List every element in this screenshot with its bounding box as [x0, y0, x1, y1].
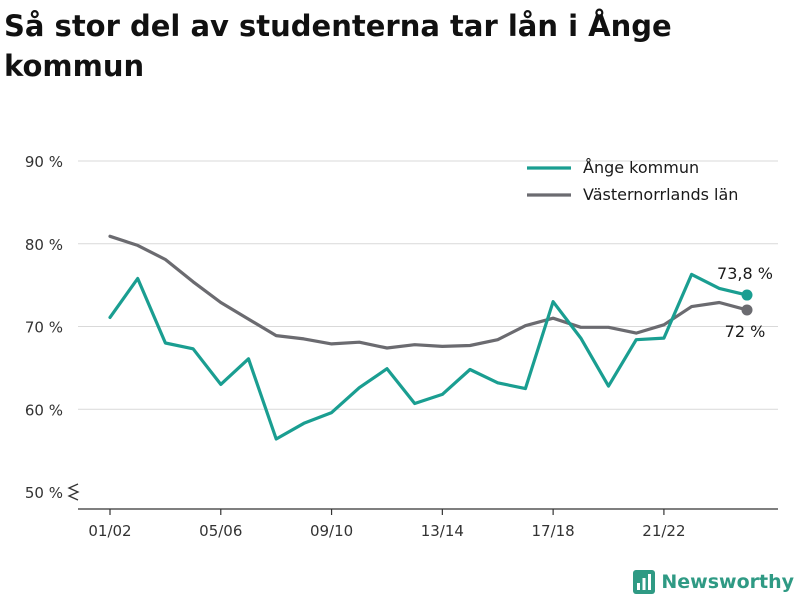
- y-tick-label: 70 %: [25, 319, 63, 337]
- axis-break-icon: [67, 483, 80, 501]
- y-tick-label: 80 %: [25, 236, 63, 254]
- x-tick-label: 21/22: [642, 522, 685, 540]
- legend: Ånge kommun Västernorrlands län: [527, 158, 738, 204]
- x-tick-label: 09/10: [310, 522, 353, 540]
- brand-logo: Newsworthy: [633, 570, 794, 594]
- series-end-point-1: [741, 304, 753, 316]
- newsworthy-logo-icon: [633, 570, 656, 594]
- y-tick-label: 90 %: [25, 153, 63, 171]
- y-axis-labels: 50 % 60 % 70 % 80 % 90 %: [25, 153, 63, 502]
- chart-title: Så stor del av studenterna tar lån i Ång…: [4, 9, 672, 83]
- y-tick-label: 60 %: [25, 401, 63, 419]
- series-end-point-0: [741, 289, 753, 301]
- legend-label: Ånge kommun: [583, 158, 699, 177]
- series-end-label: 72 %: [725, 322, 766, 341]
- legend-label: Västernorrlands län: [583, 185, 738, 204]
- x-tick-label: 05/06: [199, 522, 242, 540]
- axis-break-mark: [67, 483, 80, 501]
- x-tick-label: 13/14: [421, 522, 464, 540]
- series-line-1: [108, 234, 749, 350]
- series-end-label: 73,8 %: [717, 264, 773, 283]
- x-axis: 01/02 05/06 09/10 13/14 17/18 21/22: [78, 508, 778, 540]
- brand-name: Newsworthy: [661, 571, 794, 593]
- x-tick-label: 01/02: [88, 522, 131, 540]
- series-lines: 73,8 % 72 %: [108, 234, 773, 441]
- y-tick-label: 50 %: [25, 484, 63, 502]
- series-line-0: [108, 272, 749, 441]
- x-tick-label: 17/18: [532, 522, 575, 540]
